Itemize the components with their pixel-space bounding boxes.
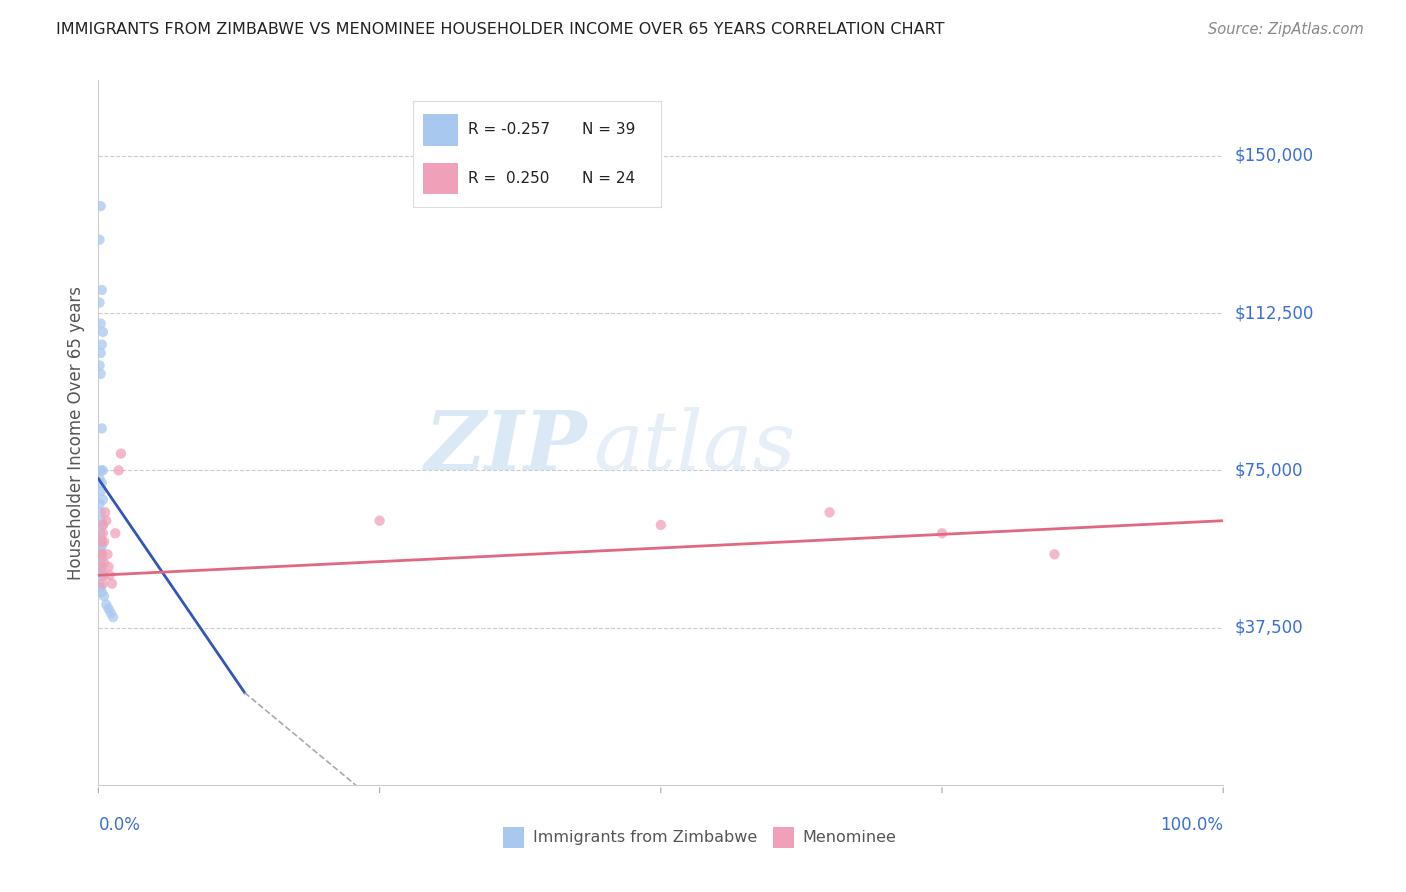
Point (90, 199, 112, 213)
Point (89, 233, 111, 247)
Point (93, 589, 115, 603)
Point (90, 526, 112, 541)
Point (90, 317, 112, 331)
Point (90, 475, 112, 490)
Text: IMMIGRANTS FROM ZIMBABWE VS MENOMINEE HOUSEHOLDER INCOME OVER 65 YEARS CORRELATI: IMMIGRANTS FROM ZIMBABWE VS MENOMINEE HO… (56, 22, 945, 37)
Point (89, 576, 111, 591)
Text: 0.0%: 0.0% (98, 815, 141, 833)
Text: $150,000: $150,000 (1234, 147, 1313, 165)
Text: atlas: atlas (593, 407, 796, 487)
Point (94, 505, 117, 519)
Point (90, 551, 112, 566)
Point (90, 484, 112, 499)
Point (89, 547, 111, 561)
Text: $75,000: $75,000 (1234, 461, 1303, 479)
Point (91, 492, 114, 507)
Text: $37,500: $37,500 (1234, 619, 1303, 637)
Point (90, 581, 112, 595)
Point (93, 556, 115, 570)
Point (110, 447, 132, 461)
Point (90, 547, 112, 561)
Point (100, 606, 122, 620)
Point (91, 526, 114, 541)
Point (1043, 547, 1066, 561)
Point (90, 534, 112, 549)
Point (104, 526, 127, 541)
Point (96, 547, 118, 561)
Point (101, 610, 124, 624)
Point (101, 576, 124, 591)
Point (89, 359, 111, 373)
Point (89, 497, 111, 511)
Point (107, 463, 129, 477)
Point (90, 514, 112, 528)
Text: ZIP: ZIP (425, 407, 588, 487)
Point (98, 568, 121, 582)
Point (90, 463, 112, 477)
Point (96, 598, 118, 612)
Point (650, 517, 672, 532)
Text: Menominee: Menominee (803, 830, 897, 846)
Point (931, 526, 953, 541)
Point (89, 472, 111, 486)
Point (90, 421, 112, 435)
Text: Immigrants from Zimbabwe: Immigrants from Zimbabwe (533, 830, 756, 846)
Point (90, 337, 112, 351)
Point (91, 517, 114, 532)
Text: Source: ZipAtlas.com: Source: ZipAtlas.com (1208, 22, 1364, 37)
Point (90, 547, 112, 561)
Point (93, 568, 115, 582)
Point (97, 601, 120, 615)
Point (90, 568, 112, 582)
Point (89, 295, 111, 310)
Point (91, 463, 114, 477)
Point (90, 539, 112, 553)
Point (90, 564, 112, 578)
Point (90, 556, 112, 570)
Point (93, 534, 115, 549)
Point (90, 367, 112, 381)
Text: $112,500: $112,500 (1234, 304, 1313, 322)
Point (90, 559, 112, 574)
Point (90, 346, 112, 360)
Y-axis label: Householder Income Over 65 years: Householder Income Over 65 years (66, 285, 84, 580)
Point (91, 517, 114, 532)
Point (90, 543, 112, 558)
Point (97, 559, 120, 574)
Point (90, 283, 112, 297)
Point (91, 576, 114, 591)
Point (90, 585, 112, 599)
Point (368, 514, 391, 528)
Point (818, 505, 841, 519)
Text: 100.0%: 100.0% (1160, 815, 1223, 833)
Point (96, 514, 118, 528)
Point (89, 534, 111, 549)
Point (91, 325, 114, 339)
Point (89, 559, 111, 574)
Point (90, 505, 112, 519)
